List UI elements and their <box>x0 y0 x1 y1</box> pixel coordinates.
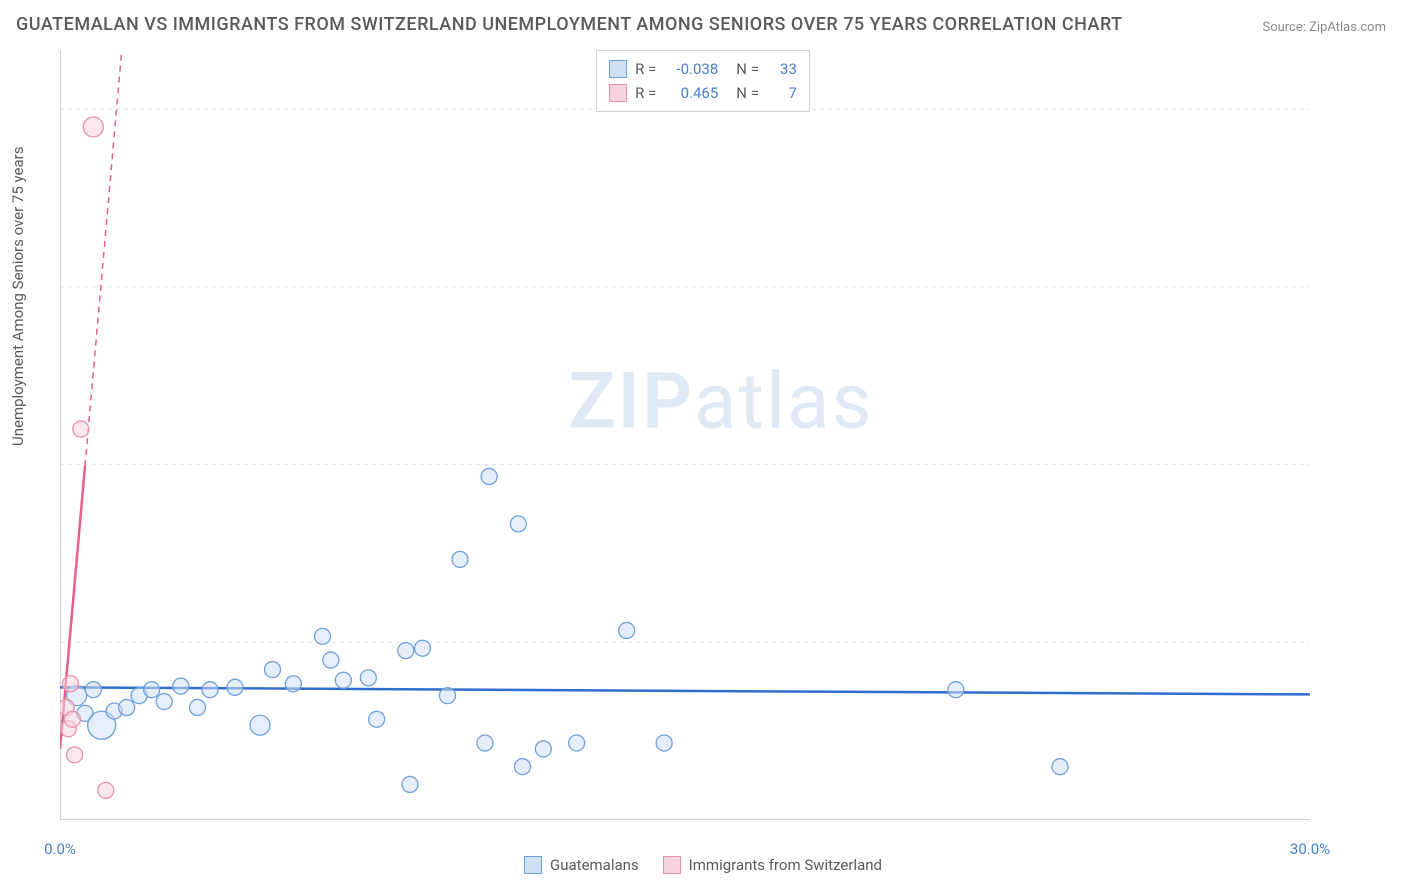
n-value: 33 <box>767 57 797 81</box>
data-point <box>323 652 339 668</box>
legend-swatch <box>663 856 681 874</box>
data-point <box>515 759 531 775</box>
legend-label: Immigrants from Switzerland <box>689 856 882 874</box>
data-point <box>62 676 78 692</box>
data-point <box>67 747 83 763</box>
legend-swatch <box>609 60 627 78</box>
data-point <box>315 628 331 644</box>
data-point <box>619 622 635 638</box>
n-value: 7 <box>767 81 797 105</box>
legend-label: Guatemalans <box>550 856 639 874</box>
data-point <box>481 468 497 484</box>
r-value: -0.038 <box>664 57 718 81</box>
data-point <box>85 682 101 698</box>
data-point <box>83 117 103 137</box>
data-point <box>656 735 672 751</box>
r-label: R = <box>635 81 656 105</box>
data-point <box>335 672 351 688</box>
data-point <box>569 735 585 751</box>
data-point <box>452 551 468 567</box>
data-point <box>1052 759 1068 775</box>
data-point <box>250 715 270 735</box>
data-point <box>369 711 385 727</box>
data-point <box>144 682 160 698</box>
legend-swatch <box>524 856 542 874</box>
r-value: 0.465 <box>664 81 718 105</box>
x-tick-label: 30.0% <box>1290 840 1330 858</box>
data-point <box>398 643 414 659</box>
data-point <box>415 640 431 656</box>
n-label: N = <box>736 81 759 105</box>
stats-legend-row: R = -0.038 N = 33 <box>609 57 797 81</box>
data-point <box>173 678 189 694</box>
data-point <box>265 662 281 678</box>
data-point <box>510 516 526 532</box>
data-point <box>402 776 418 792</box>
data-point <box>73 421 89 437</box>
chart-title: GUATEMALAN VS IMMIGRANTS FROM SWITZERLAN… <box>16 14 1123 35</box>
x-tick-label: 0.0% <box>44 840 76 858</box>
data-point <box>948 682 964 698</box>
data-point <box>535 741 551 757</box>
data-point <box>477 735 493 751</box>
legend-swatch <box>609 84 627 102</box>
data-point <box>360 670 376 686</box>
source-prefix: Source: <box>1262 20 1309 35</box>
data-point <box>156 694 172 710</box>
data-point <box>65 711 81 727</box>
y-axis-label: Unemployment Among Seniors over 75 years <box>9 147 27 446</box>
data-point <box>119 699 135 715</box>
stats-legend-box: R = -0.038 N = 33 R = 0.465 N = 7 <box>596 50 810 112</box>
data-point <box>98 782 114 798</box>
r-label: R = <box>635 57 656 81</box>
series-legend: Guatemalans Immigrants from Switzerland <box>524 856 882 874</box>
source-link[interactable]: ZipAtlas.com <box>1309 20 1386 35</box>
chart-plot-area: ZIPatlas 15.0%30.0%45.0%60.0% 0.0%30.0% <box>60 50 1382 832</box>
data-point <box>440 688 456 704</box>
scatter-plot-svg <box>60 50 1310 820</box>
source-attribution: Source: ZipAtlas.com <box>1262 20 1386 35</box>
stats-legend-row: R = 0.465 N = 7 <box>609 81 797 105</box>
data-point <box>285 676 301 692</box>
data-point <box>227 679 243 695</box>
data-point <box>202 682 218 698</box>
legend-item: Guatemalans <box>524 856 639 874</box>
data-point <box>190 699 206 715</box>
legend-item: Immigrants from Switzerland <box>663 856 882 874</box>
n-label: N = <box>736 57 759 81</box>
